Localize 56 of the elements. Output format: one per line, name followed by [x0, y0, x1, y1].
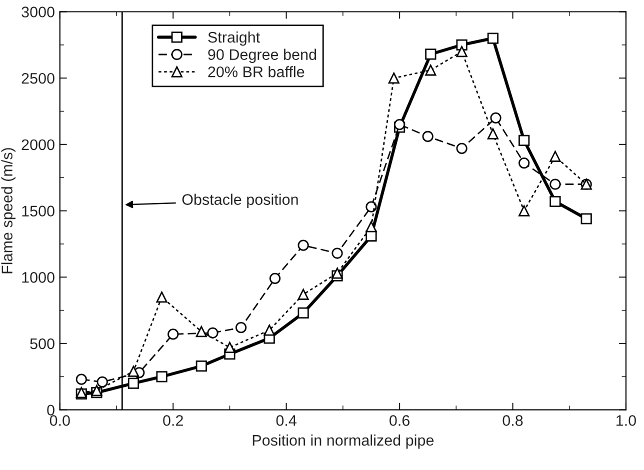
point: [422, 130, 434, 142]
point: [156, 371, 168, 382]
ref-line-label: Obstacle position: [182, 194, 298, 208]
legend-label: Straight: [208, 31, 260, 46]
point: [156, 291, 168, 303]
x-tick-label: 1.0: [616, 415, 636, 426]
point: [196, 360, 207, 372]
y-axis-title: Flame speed (m/s): [1, 148, 16, 274]
x-tick-label: 0.6: [390, 415, 410, 426]
legend-label: 90 Degree bend: [208, 48, 316, 64]
point: [518, 134, 530, 146]
x-tick-label: 0.2: [163, 415, 183, 426]
point: [425, 64, 436, 76]
x-axis-title: Position in normalized pipe: [252, 434, 434, 449]
point: [490, 112, 502, 124]
y-tick-label: 1500: [22, 206, 54, 216]
point: [298, 288, 309, 300]
point: [550, 196, 561, 208]
point: [96, 376, 108, 388]
point: [76, 374, 87, 385]
y-tick-label: 1000: [22, 272, 54, 283]
x-tick-label: 0.0: [50, 415, 70, 426]
legend-label: 20% BR baffle: [208, 66, 304, 78]
point: [366, 201, 377, 212]
point: [456, 142, 468, 154]
point: [207, 327, 218, 338]
point: [518, 157, 530, 169]
point: [332, 268, 343, 279]
point: [128, 366, 140, 377]
x-tick-label: 0.4: [276, 415, 296, 426]
y-tick-label: 3000: [22, 6, 54, 18]
point: [196, 326, 207, 338]
point: [128, 378, 140, 389]
point: [550, 150, 561, 162]
point: [456, 46, 468, 58]
x-tick-label: 0.8: [502, 415, 523, 426]
point: [366, 221, 377, 232]
y-tick-label: 2000: [22, 139, 54, 150]
point: [269, 272, 281, 284]
point: [235, 322, 247, 334]
point: [394, 118, 406, 130]
point: [580, 213, 592, 224]
point: [332, 248, 343, 259]
point: [168, 328, 179, 340]
point: [264, 324, 275, 336]
point: [388, 72, 400, 84]
y-tick-label: 2500: [22, 72, 54, 84]
point: [550, 178, 561, 190]
point: [518, 205, 530, 216]
point: [487, 32, 498, 44]
point: [425, 48, 436, 60]
point: [298, 240, 309, 251]
y-tick-label: 500: [30, 338, 54, 350]
point: [298, 307, 309, 319]
point: [487, 128, 498, 140]
y-tick-label: 0: [47, 404, 54, 416]
